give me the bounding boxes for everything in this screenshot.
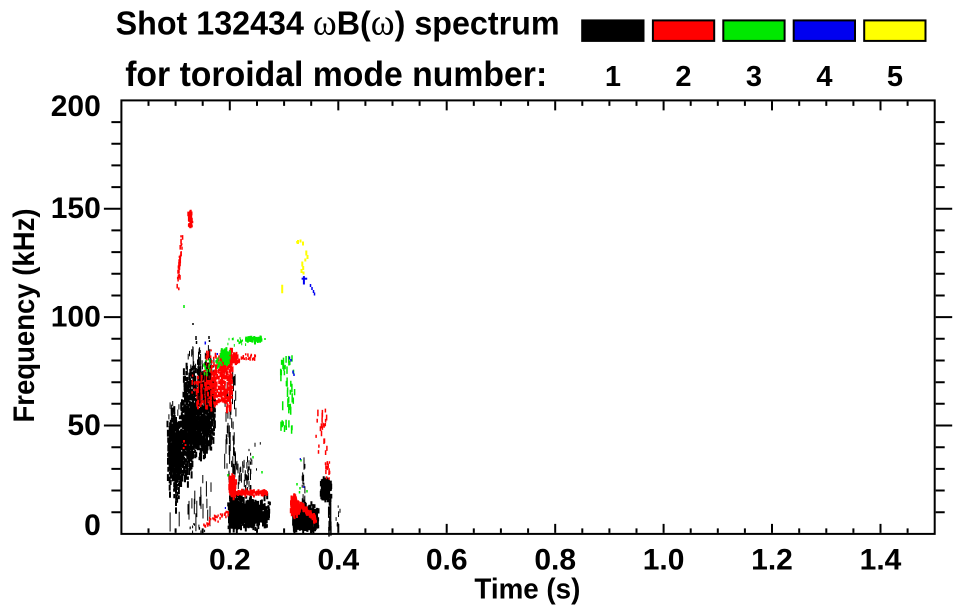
svg-text:Time (s): Time (s) — [474, 573, 580, 605]
svg-text:50: 50 — [67, 409, 100, 442]
svg-text:100: 100 — [51, 301, 101, 334]
svg-text:0.6: 0.6 — [426, 543, 468, 576]
svg-text:for toroidal mode number:: for toroidal mode number: — [125, 55, 547, 94]
svg-text:1.4: 1.4 — [860, 543, 902, 576]
svg-text:Frequency (kHz): Frequency (kHz) — [8, 209, 41, 423]
svg-text:0: 0 — [84, 509, 101, 542]
svg-text:0.8: 0.8 — [534, 543, 576, 576]
svg-text:0.2: 0.2 — [209, 543, 251, 576]
svg-text:1: 1 — [605, 61, 621, 93]
svg-text:1.0: 1.0 — [643, 543, 685, 576]
svg-text:1.2: 1.2 — [751, 543, 793, 576]
svg-text:2: 2 — [675, 61, 691, 93]
svg-text:0.4: 0.4 — [317, 543, 359, 576]
svg-text:Shot 132434 ωB(ω) spectrum: Shot 132434 ωB(ω) spectrum — [116, 2, 560, 43]
svg-text:4: 4 — [816, 61, 832, 93]
svg-text:150: 150 — [51, 192, 101, 225]
svg-text:5: 5 — [887, 61, 903, 93]
svg-text:200: 200 — [51, 90, 101, 123]
svg-text:3: 3 — [746, 61, 762, 93]
